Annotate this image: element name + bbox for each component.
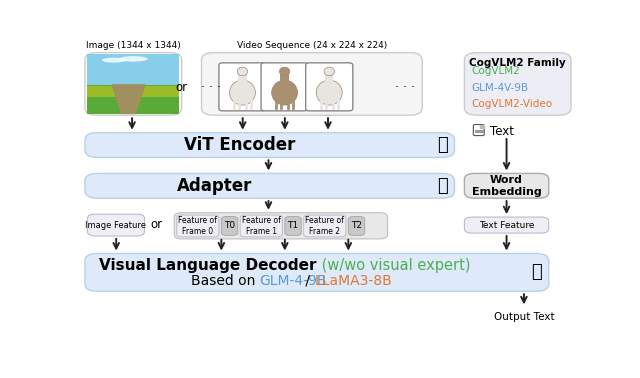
Text: Video Sequence (24 x 224 x 224): Video Sequence (24 x 224 x 224) (237, 41, 387, 50)
FancyBboxPatch shape (85, 254, 548, 291)
Text: ViT Encoder: ViT Encoder (184, 136, 296, 154)
Text: Adapter: Adapter (177, 177, 252, 195)
FancyBboxPatch shape (285, 217, 301, 235)
FancyBboxPatch shape (219, 63, 266, 111)
Text: /: / (301, 274, 314, 288)
Text: Visual Language Decoder: Visual Language Decoder (99, 258, 317, 273)
Text: 🔥: 🔥 (436, 177, 447, 195)
FancyBboxPatch shape (202, 53, 422, 115)
FancyBboxPatch shape (85, 133, 454, 157)
Text: Feature of
Frame 1: Feature of Frame 1 (242, 216, 281, 235)
FancyBboxPatch shape (85, 174, 454, 198)
FancyBboxPatch shape (465, 174, 548, 198)
Ellipse shape (230, 80, 255, 105)
FancyBboxPatch shape (474, 124, 484, 136)
Text: T2: T2 (351, 222, 362, 231)
Text: CogVLM2 Family: CogVLM2 Family (469, 58, 566, 68)
Text: · · ·: · · · (395, 81, 415, 94)
FancyBboxPatch shape (465, 217, 548, 233)
Text: T1: T1 (287, 222, 299, 231)
Text: T0: T0 (224, 222, 235, 231)
Text: Word
Embedding: Word Embedding (472, 175, 541, 197)
Text: Text Feature: Text Feature (479, 221, 534, 229)
Ellipse shape (280, 67, 290, 76)
FancyBboxPatch shape (348, 217, 365, 235)
FancyBboxPatch shape (465, 53, 571, 115)
Text: or: or (151, 218, 163, 231)
FancyBboxPatch shape (174, 213, 388, 239)
Text: CogVLM2-Video: CogVLM2-Video (472, 99, 553, 110)
Ellipse shape (271, 80, 298, 105)
FancyBboxPatch shape (88, 214, 145, 236)
Bar (280, 74, 289, 84)
Polygon shape (112, 85, 145, 113)
Text: Feature of
Frame 0: Feature of Frame 0 (179, 216, 217, 235)
Text: · · ·: · · · (202, 81, 221, 94)
Text: Image (1344 x 1344): Image (1344 x 1344) (86, 41, 180, 50)
Ellipse shape (324, 67, 335, 76)
Text: Based on: Based on (191, 274, 259, 288)
Polygon shape (481, 124, 484, 128)
FancyBboxPatch shape (177, 215, 219, 237)
Text: or: or (175, 81, 188, 94)
FancyBboxPatch shape (240, 215, 282, 237)
Ellipse shape (119, 56, 148, 62)
Ellipse shape (102, 57, 126, 63)
Text: Output Text: Output Text (493, 311, 554, 322)
Bar (238, 74, 246, 84)
FancyBboxPatch shape (85, 53, 182, 115)
Text: LLaMA3-8B: LLaMA3-8B (315, 274, 393, 288)
Bar (88, 86, 179, 97)
Text: Text: Text (490, 125, 514, 138)
FancyBboxPatch shape (304, 215, 346, 237)
FancyBboxPatch shape (261, 63, 308, 111)
Text: GLM-4V-9B: GLM-4V-9B (472, 82, 529, 93)
Bar (88, 54, 179, 85)
Text: (w/wo visual expert): (w/wo visual expert) (317, 258, 470, 273)
Text: 🔥: 🔥 (436, 136, 447, 154)
FancyBboxPatch shape (306, 63, 353, 111)
Text: Feature of
Frame 2: Feature of Frame 2 (305, 216, 344, 235)
Ellipse shape (316, 80, 342, 105)
Ellipse shape (237, 67, 248, 76)
Text: GLM-4-9B: GLM-4-9B (259, 274, 327, 288)
Text: 🔥: 🔥 (531, 263, 541, 281)
Bar (88, 85, 179, 114)
FancyBboxPatch shape (221, 217, 237, 235)
Text: CogVLM2: CogVLM2 (472, 66, 520, 76)
Text: Image Feature: Image Feature (86, 221, 147, 229)
Bar (325, 74, 333, 84)
